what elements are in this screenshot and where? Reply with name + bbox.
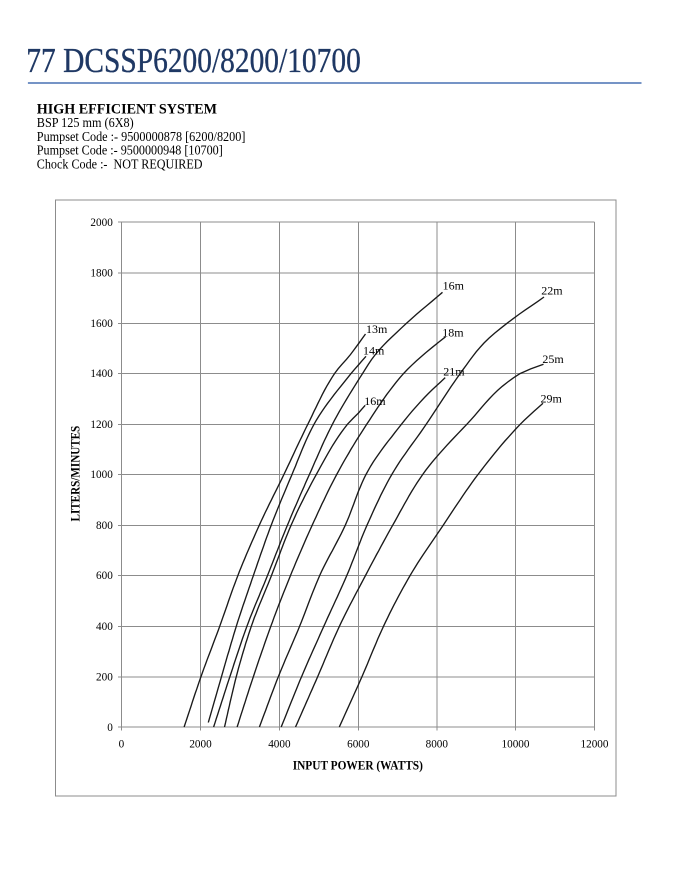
svg-text:13m: 13m [366,322,388,336]
svg-text:LITERS/MINUTES: LITERS/MINUTES [68,426,83,522]
svg-text:400: 400 [96,621,113,633]
svg-text:1200: 1200 [90,419,113,431]
svg-text:1000: 1000 [90,469,113,481]
svg-text:Chock Code :- NOT REQUIRED: Chock Code :- NOT REQUIRED [37,156,203,171]
svg-text:HIGH EFFICIENT SYSTEM: HIGH EFFICIENT SYSTEM [37,102,217,118]
svg-text:18m: 18m [442,326,464,340]
svg-text:800: 800 [96,520,113,532]
svg-text:8000: 8000 [426,739,449,751]
svg-text:0: 0 [107,722,113,734]
svg-text:Pumpset Code :- 9500000878 [62: Pumpset Code :- 9500000878 [6200/8200] [37,129,246,144]
svg-text:16m: 16m [364,394,386,408]
svg-text:6000: 6000 [347,739,370,751]
svg-text:22m: 22m [541,283,563,297]
svg-text:29m: 29m [541,391,563,405]
svg-text:21m: 21m [443,364,465,378]
svg-text:INPUT POWER (WATTS): INPUT POWER (WATTS) [293,758,423,773]
svg-text:2000: 2000 [90,217,113,229]
svg-text:BSP 125 mm (6X8): BSP 125 mm (6X8) [37,115,134,131]
svg-text:200: 200 [96,671,113,683]
svg-text:0: 0 [119,739,125,751]
svg-text:14m: 14m [363,343,385,357]
svg-text:10000: 10000 [502,739,530,751]
svg-text:12000: 12000 [581,739,609,751]
svg-text:Pumpset Code :- 9500000948 [10: Pumpset Code :- 9500000948 [10700] [37,143,223,158]
svg-text:600: 600 [96,570,113,582]
svg-text:4000: 4000 [268,739,291,751]
svg-text:1800: 1800 [90,268,113,280]
svg-text:1400: 1400 [90,368,113,380]
svg-text:25m: 25m [542,352,564,366]
svg-text:77 DCSSP6200/8200/10700: 77 DCSSP6200/8200/10700 [26,41,361,80]
svg-text:16m: 16m [443,279,465,293]
svg-text:2000: 2000 [189,739,212,751]
svg-text:1600: 1600 [90,318,113,330]
